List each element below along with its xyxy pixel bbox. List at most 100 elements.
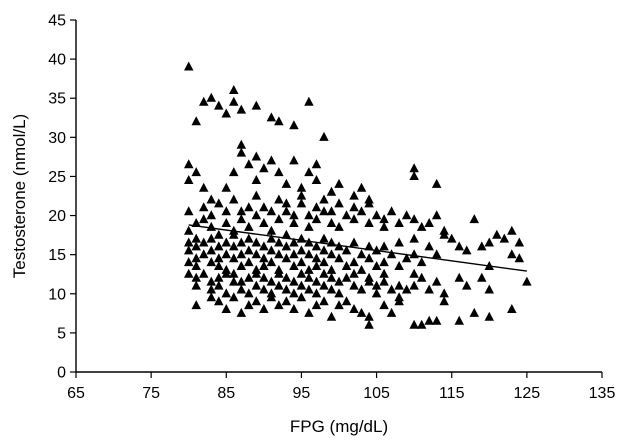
data-point-triangle [304, 272, 314, 282]
data-point-triangle [326, 311, 337, 321]
data-point-triangle [304, 264, 314, 274]
data-point-triangle [244, 257, 254, 267]
y-tick-label: 10 [48, 286, 66, 303]
data-point-triangle [259, 218, 269, 227]
data-point-triangle [304, 249, 314, 259]
data-point-triangle [409, 163, 419, 173]
data-point-triangle [289, 155, 299, 165]
data-point-triangle [281, 284, 292, 294]
data-point-triangle [251, 280, 262, 290]
data-point-triangle [214, 280, 224, 290]
data-point-triangle [499, 233, 510, 243]
data-point-triangle [319, 131, 329, 141]
data-point-triangle [326, 186, 337, 196]
data-point-triangle [507, 304, 517, 313]
data-point-triangle [424, 218, 434, 227]
data-point-triangle [184, 237, 194, 247]
data-point-triangle [229, 292, 239, 302]
data-point-triangle [484, 237, 494, 247]
data-point-triangle [236, 261, 247, 270]
data-point-triangle [289, 276, 299, 286]
data-point-triangle [371, 261, 382, 270]
data-point-triangle [199, 249, 209, 259]
data-point-triangle [259, 284, 269, 294]
data-point-triangle [514, 253, 525, 263]
data-point-triangle [214, 253, 224, 263]
y-tick-label: 35 [48, 91, 66, 108]
data-point-triangle [477, 272, 487, 282]
data-point-triangle [251, 100, 262, 110]
data-point-triangle [206, 245, 216, 255]
data-point-triangle [206, 194, 216, 204]
data-point-triangle [386, 307, 397, 317]
data-point-triangle [199, 182, 209, 192]
data-point-triangle [191, 261, 201, 270]
data-point-triangle [274, 194, 284, 204]
data-point-triangle [244, 272, 254, 282]
data-point-triangle [221, 108, 231, 118]
data-point-triangle [334, 253, 344, 263]
data-point-triangle [289, 288, 299, 298]
data-point-triangle [416, 272, 427, 282]
data-point-triangle [311, 241, 322, 251]
data-point-triangle [454, 315, 464, 325]
data-point-triangle [311, 175, 322, 184]
data-point-triangle [251, 210, 262, 220]
data-point-triangle [191, 241, 201, 251]
data-point-triangle [311, 288, 322, 298]
data-point-triangle [184, 159, 194, 169]
data-point-triangle [296, 245, 307, 255]
data-point-triangle [274, 300, 284, 310]
data-point-triangle [364, 319, 374, 329]
data-point-triangle [431, 276, 442, 286]
data-point-triangle [379, 214, 389, 224]
data-point-triangle [266, 245, 277, 255]
data-point-triangle [274, 116, 284, 126]
data-point-triangle [221, 268, 231, 278]
data-point-triangle [191, 116, 201, 126]
data-point-triangle [356, 206, 367, 216]
data-point-triangle [221, 206, 231, 216]
data-point-triangle [522, 276, 532, 286]
data-point-triangle [311, 214, 322, 224]
data-point-triangle [349, 190, 359, 200]
data-point-triangle [304, 167, 314, 177]
data-point-triangle [454, 272, 464, 282]
data-point-triangle [281, 253, 292, 263]
data-point-triangle [214, 272, 224, 282]
data-point-triangle [184, 225, 194, 235]
data-point-triangle [394, 296, 404, 306]
data-point-triangle [379, 241, 389, 251]
y-tick-label: 20 [48, 208, 66, 225]
data-point-triangle [296, 190, 307, 200]
data-point-triangle [244, 202, 254, 212]
y-tick-label: 45 [48, 13, 66, 30]
data-point-triangle [251, 190, 262, 200]
data-point-triangle [206, 233, 216, 243]
data-point-triangle [244, 221, 254, 231]
data-point-triangle [349, 304, 359, 313]
data-point-triangle [379, 268, 389, 278]
x-tick-label: 75 [142, 385, 160, 402]
data-point-triangle [514, 237, 525, 247]
data-point-triangle [319, 245, 329, 255]
data-points [184, 61, 532, 329]
data-point-triangle [379, 276, 389, 286]
data-point-triangle [364, 241, 374, 251]
y-tick-label: 40 [48, 52, 66, 69]
data-point-triangle [349, 237, 359, 247]
data-point-triangle [356, 249, 367, 259]
data-point-triangle [289, 210, 299, 220]
data-point-triangle [364, 198, 374, 208]
data-point-triangle [229, 268, 239, 278]
data-point-triangle [199, 214, 209, 224]
data-point-triangle [319, 257, 329, 267]
data-point-triangle [184, 206, 194, 216]
data-point-triangle [289, 249, 299, 259]
data-point-triangle [274, 237, 284, 247]
data-point-triangle [439, 296, 449, 306]
data-point-triangle [431, 315, 442, 325]
data-point-triangle [364, 218, 374, 227]
